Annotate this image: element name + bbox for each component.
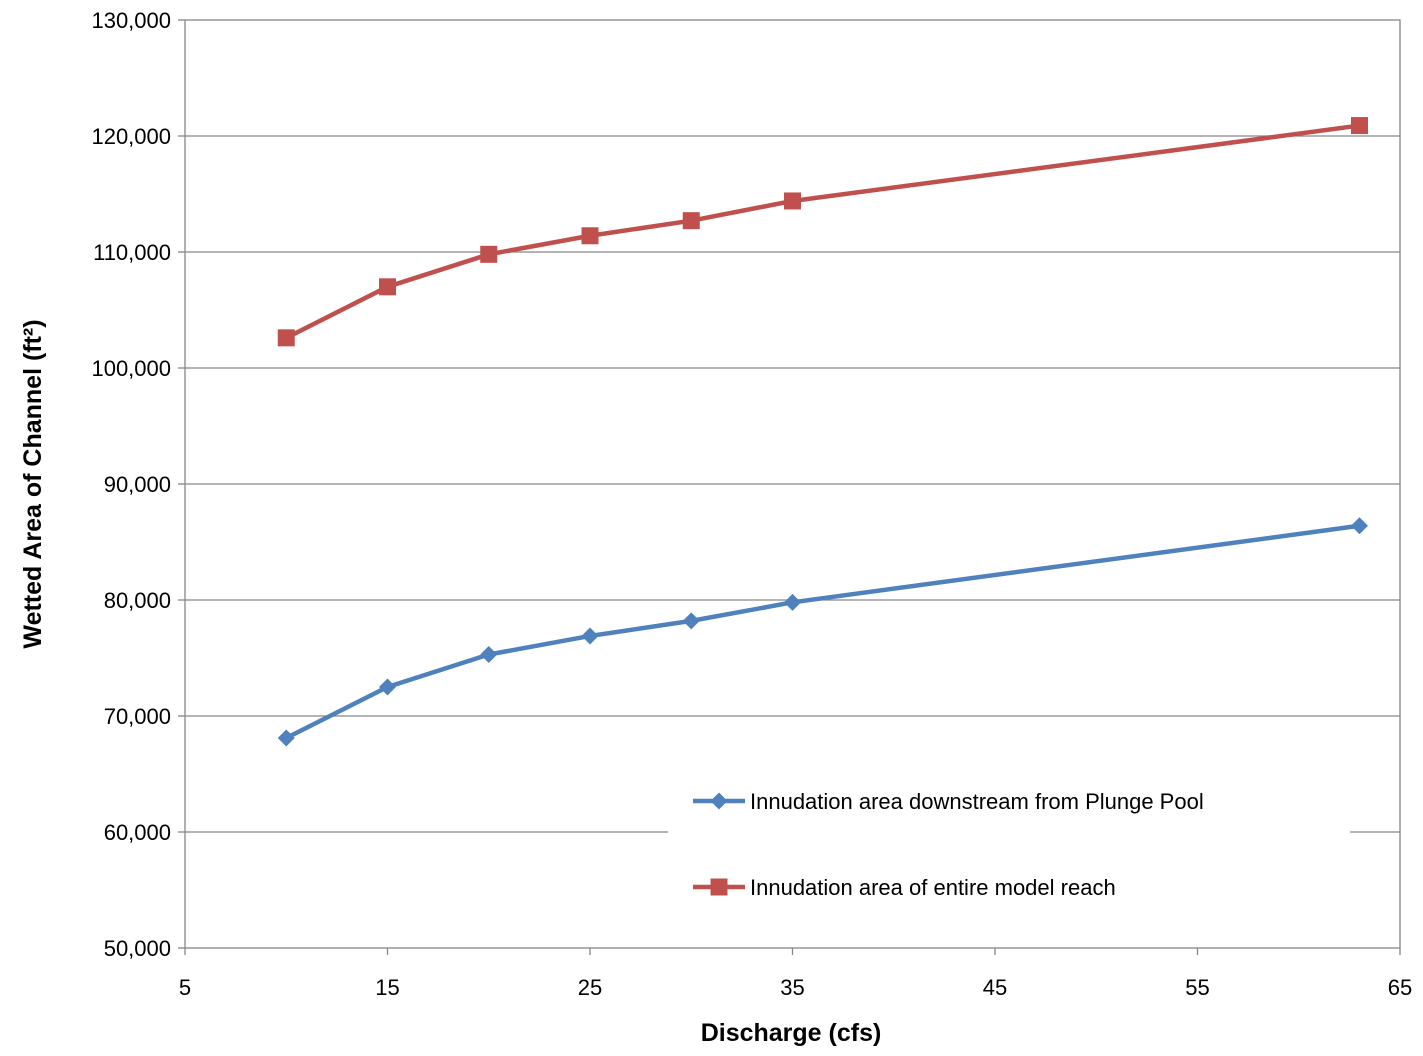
data-point (379, 278, 396, 296)
legend-label: Innudation area of entire model reach (750, 875, 1116, 900)
y-tick-label: 90,000 (104, 472, 171, 497)
gridlines (185, 135, 1400, 833)
y-tick-label: 120,000 (91, 124, 171, 149)
data-point (1351, 517, 1368, 535)
data-point (480, 646, 498, 664)
y-axis-title: Wetted Area of Channel (ft²) (19, 319, 47, 648)
series-group (277, 517, 1368, 747)
x-tick-label: 65 (1388, 975, 1412, 1000)
series-line (284, 523, 1362, 741)
x-axis-title: Discharge (cfs) (701, 1019, 882, 1047)
data-point (277, 729, 295, 747)
data-point (682, 612, 700, 630)
data-point (682, 212, 700, 230)
y-tick-label: 130,000 (91, 8, 171, 33)
legend-box (668, 770, 1350, 922)
axes (178, 19, 1401, 955)
data-point (480, 245, 498, 263)
legend-swatch-marker (710, 878, 728, 896)
x-tick-label: 45 (983, 975, 1007, 1000)
data-point (784, 593, 801, 611)
y-tick-label: 70,000 (104, 704, 171, 729)
data-point (581, 627, 599, 645)
data-point (784, 192, 801, 210)
x-tick-label: 15 (375, 975, 399, 1000)
data-point (379, 678, 396, 696)
legend-item: Innudation area of entire model reach (693, 875, 1116, 900)
data-point (1351, 117, 1368, 135)
legend: Innudation area downstream from Plunge P… (668, 770, 1350, 922)
x-tick-label: 35 (780, 975, 804, 1000)
y-tick-label: 100,000 (91, 356, 171, 381)
x-tick-label: 55 (1185, 975, 1209, 1000)
y-tick-label: 80,000 (104, 588, 171, 613)
x-tick-label: 25 (578, 975, 602, 1000)
series (277, 117, 1368, 747)
x-tick-label: 5 (179, 975, 191, 1000)
data-point (277, 329, 295, 347)
y-tick-label: 50,000 (104, 936, 171, 961)
data-point (581, 227, 599, 245)
legend-label: Innudation area downstream from Plunge P… (750, 789, 1204, 814)
y-tick-label: 60,000 (104, 820, 171, 845)
series-group (277, 117, 1368, 347)
tick-labels: 50,000 60,000 70,000 80,000 90,000 100,000 110… (91, 8, 1412, 1000)
y-tick-label: 110,000 (93, 240, 171, 265)
legend-swatch-marker (710, 792, 728, 810)
legend-item: Innudation area downstream from Plunge P… (693, 789, 1204, 814)
series-line (284, 123, 1362, 341)
